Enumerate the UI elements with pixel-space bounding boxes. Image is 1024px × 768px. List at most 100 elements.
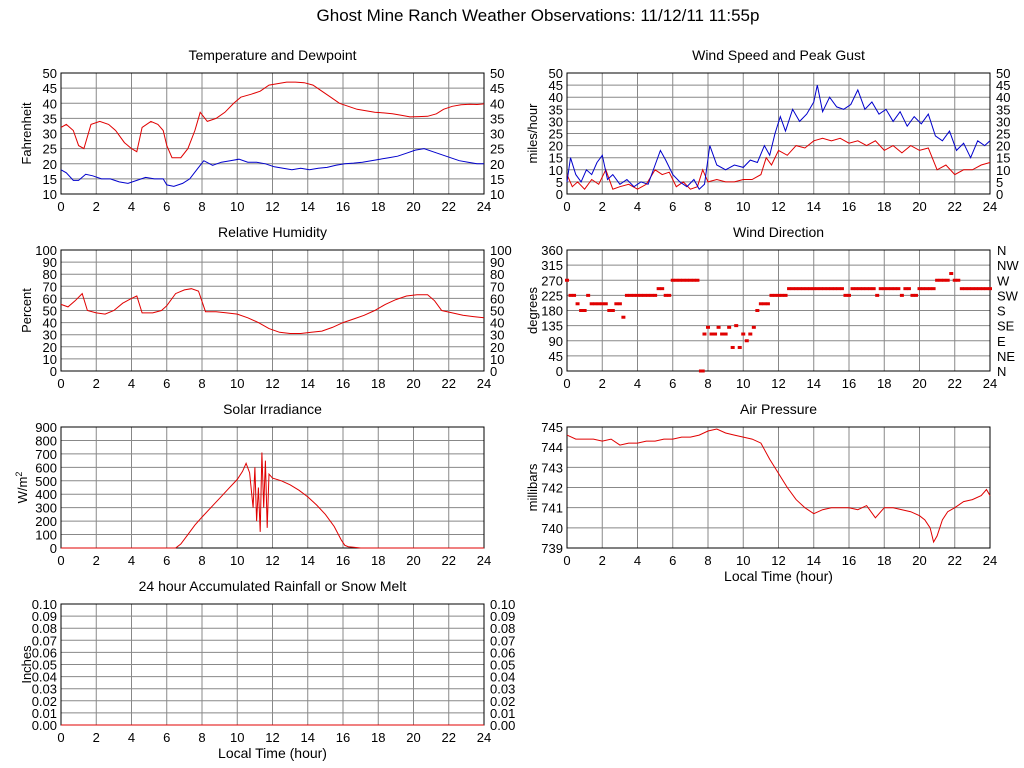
- x-tick-label: 2: [599, 553, 606, 568]
- data-point: [903, 287, 908, 291]
- x-tick-label: 14: [301, 553, 315, 568]
- data-point: [776, 293, 781, 297]
- data-point: [783, 293, 788, 297]
- y-tick-label-right: SW: [997, 288, 1019, 303]
- data-point: [660, 287, 665, 291]
- data-point: [649, 293, 654, 297]
- y-tick-label: 739: [541, 541, 563, 556]
- data-point: [663, 293, 668, 297]
- data-point: [727, 325, 732, 329]
- y-tick-label: 0.02: [32, 694, 57, 709]
- plot-frame: [60, 249, 485, 372]
- x-tick-label: 10: [736, 199, 750, 214]
- x-tick-label: 12: [265, 730, 279, 745]
- x-tick-label: 0: [57, 199, 64, 214]
- x-tick-label: 12: [265, 553, 279, 568]
- y-tick-label-right: 0.06: [490, 645, 515, 660]
- y-tick-label: 50: [43, 66, 57, 81]
- data-point: [822, 287, 827, 291]
- data-point: [691, 278, 696, 282]
- y-tick-label: 30: [43, 127, 57, 142]
- x-tick-label: 22: [948, 553, 962, 568]
- x-tick-label: 22: [442, 376, 456, 391]
- chart-wdir: 0 2 4 6 8 10 12 14 16 18 20 22 240459013518022527031…: [525, 224, 1019, 391]
- x-tick-label: 2: [93, 199, 100, 214]
- y-tick-label: 0.09: [32, 609, 57, 624]
- y-tick-label: 225: [541, 288, 563, 303]
- data-point: [921, 287, 926, 291]
- data-point: [815, 287, 820, 291]
- x-tick-label: 22: [442, 199, 456, 214]
- data-point: [836, 287, 841, 291]
- y-tick-label-right: 20: [996, 139, 1010, 154]
- x-tick-label: 24: [983, 199, 997, 214]
- data-point: [847, 293, 851, 297]
- y-axis-label: Fahrenheit: [19, 102, 34, 165]
- data-point: [882, 287, 887, 291]
- y-tick-label-right: 10: [490, 187, 504, 202]
- y-axis-label: degrees: [525, 287, 540, 334]
- data-point: [751, 325, 756, 329]
- data-point: [596, 302, 601, 306]
- x-tick-label: 18: [371, 199, 385, 214]
- plot-frame: [566, 426, 991, 549]
- x-tick-label: 4: [128, 376, 135, 391]
- y-axis-label: W/m2: [14, 472, 30, 504]
- y-tick-label: 20: [43, 340, 57, 355]
- page-title: Ghost Mine Ranch Weather Observations: 1…: [316, 6, 760, 25]
- y-tick-label: 0: [556, 364, 563, 379]
- x-tick-label: 22: [442, 730, 456, 745]
- y-tick-label: 25: [43, 142, 57, 157]
- x-tick-label: 24: [983, 376, 997, 391]
- data-point: [610, 309, 615, 312]
- data-point: [889, 287, 894, 291]
- data-point: [861, 287, 866, 291]
- data-point: [780, 293, 785, 297]
- data-point: [977, 287, 982, 291]
- data-point: [702, 332, 707, 336]
- chart-title: Air Pressure: [740, 401, 817, 417]
- y-tick-label: 50: [549, 66, 563, 81]
- y-tick-label-right: 0.02: [490, 694, 515, 709]
- y-tick-label: 900: [35, 420, 57, 435]
- chart-title: 24 hour Accumulated Rainfall or Snow Mel…: [139, 578, 407, 594]
- y-tick-label: 270: [541, 273, 563, 288]
- data-point: [716, 325, 721, 329]
- data-point: [639, 293, 644, 297]
- chart-title: Wind Speed and Peak Gust: [692, 47, 865, 63]
- y-tick-label: 45: [43, 81, 57, 96]
- data-point: [832, 287, 837, 291]
- x-tick-label: 20: [406, 199, 420, 214]
- y-tick-label: 0.03: [32, 682, 57, 697]
- x-tick-label: 10: [230, 730, 244, 745]
- data-point: [582, 309, 587, 312]
- y-tick-label: 745: [541, 420, 563, 435]
- data-point: [755, 309, 760, 312]
- y-tick-label: 5: [556, 175, 563, 190]
- y-tick-label: 100: [35, 528, 57, 543]
- x-tick-label: 16: [842, 553, 856, 568]
- x-tick-label: 18: [877, 553, 891, 568]
- y-axis-label: miles/hour: [525, 103, 540, 164]
- x-tick-label: 20: [406, 553, 420, 568]
- data-point: [635, 293, 640, 297]
- y-tick-label: 40: [549, 90, 563, 105]
- x-tick-label: 8: [198, 730, 205, 745]
- data-point: [730, 345, 735, 349]
- y-tick-label: 743: [541, 460, 563, 475]
- data-point: [744, 339, 749, 343]
- data-point: [589, 302, 594, 306]
- data-point: [734, 324, 739, 328]
- data-point: [988, 287, 992, 291]
- x-tick-label: 0: [563, 553, 570, 568]
- x-tick-label: 8: [704, 199, 711, 214]
- y-tick-label-right: 60: [490, 291, 504, 306]
- y-tick-label: 740: [541, 521, 563, 536]
- y-tick-label: 300: [35, 501, 57, 516]
- x-tick-label: 8: [198, 376, 205, 391]
- x-tick-label: 2: [599, 199, 606, 214]
- y-tick-label: 10: [549, 163, 563, 178]
- y-tick-label-right: 70: [490, 279, 504, 294]
- data-point: [688, 278, 693, 282]
- data-point: [667, 293, 672, 297]
